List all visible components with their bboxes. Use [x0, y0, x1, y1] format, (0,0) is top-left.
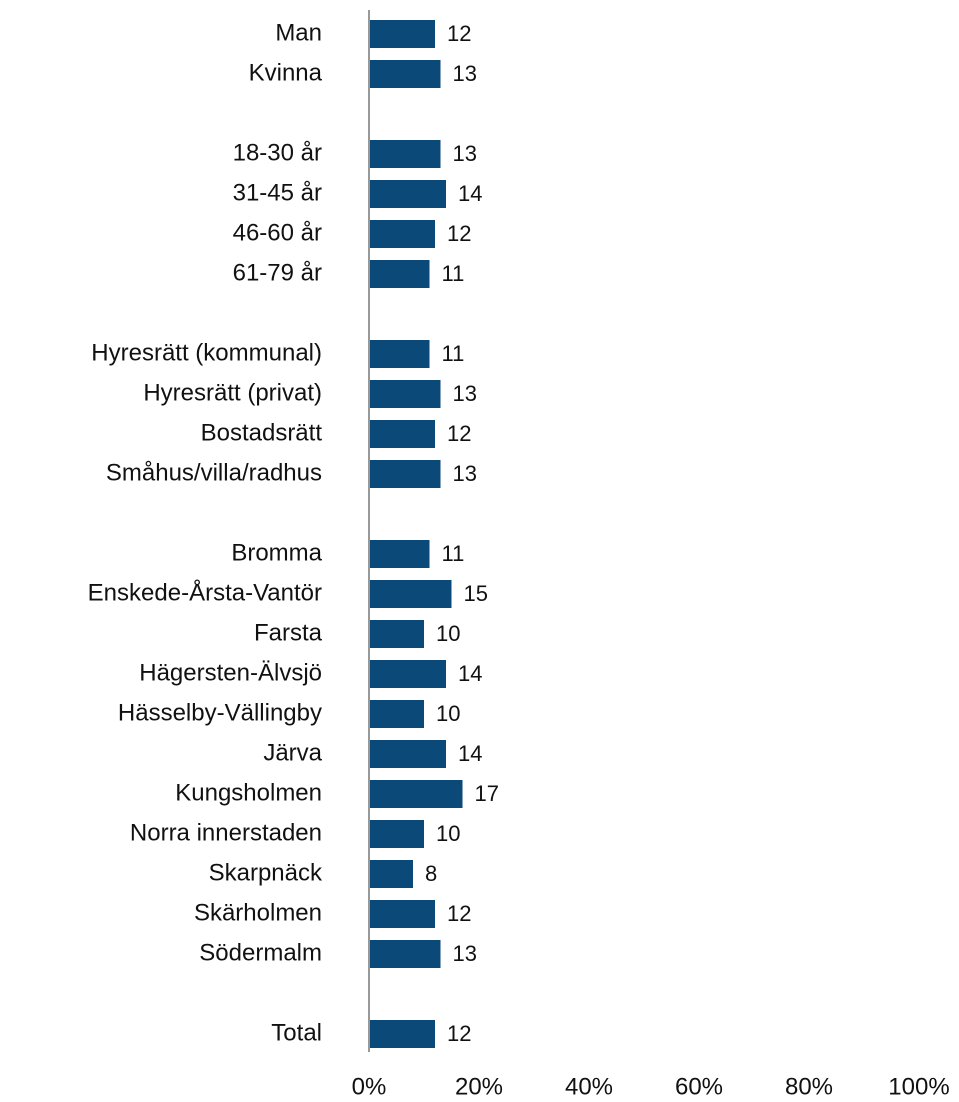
bar: [369, 660, 446, 688]
value-label: 11: [442, 261, 465, 286]
value-label: 11: [442, 341, 465, 366]
bar: [369, 220, 435, 248]
bar: [369, 1020, 435, 1048]
category-label: Hyresrätt (kommunal): [91, 339, 322, 366]
bar: [369, 380, 441, 408]
value-label: 11: [442, 541, 465, 566]
category-label: Hässelby-Vällingby: [118, 699, 322, 726]
category-label: 18-30 år: [233, 139, 322, 166]
bar: [369, 860, 413, 888]
value-label: 13: [453, 381, 477, 406]
value-label: 12: [447, 421, 471, 446]
bar: [369, 700, 424, 728]
value-label: 13: [453, 461, 477, 486]
x-tick-label: 0%: [352, 1073, 387, 1100]
bar: [369, 420, 435, 448]
category-label: 31-45 år: [233, 179, 322, 206]
category-label: Enskede-Årsta-Vantör: [88, 578, 322, 606]
category-label: Hägersten-Älvsjö: [139, 659, 322, 686]
bar: [369, 940, 441, 968]
category-label: 46-60 år: [233, 219, 322, 246]
value-label: 17: [475, 781, 499, 806]
bar: [369, 620, 424, 648]
value-label: 12: [447, 221, 471, 246]
category-label: Norra innerstaden: [130, 819, 322, 846]
value-label: 13: [453, 141, 477, 166]
category-label: Järva: [263, 739, 322, 766]
bar: [369, 580, 452, 608]
category-label: Total: [271, 1019, 322, 1046]
bar: [369, 820, 424, 848]
bar: [369, 900, 435, 928]
x-tick-label: 60%: [675, 1073, 723, 1100]
value-label: 10: [436, 821, 460, 846]
category-label: Bromma: [231, 539, 322, 566]
bar: [369, 180, 446, 208]
bar: [369, 780, 463, 808]
value-label: 15: [464, 581, 488, 606]
category-label: Farsta: [254, 619, 323, 646]
bar: [369, 460, 441, 488]
category-label: Kvinna: [249, 59, 323, 86]
value-label: 10: [436, 621, 460, 646]
category-label: 61-79 år: [233, 259, 322, 286]
category-label: Hyresrätt (privat): [143, 379, 322, 406]
value-label: 14: [458, 741, 482, 766]
x-tick-label: 20%: [455, 1073, 503, 1100]
x-tick-label: 80%: [785, 1073, 833, 1100]
bar: [369, 60, 441, 88]
category-label: Man: [275, 19, 322, 46]
bar: [369, 340, 430, 368]
bar: [369, 20, 435, 48]
value-label: 12: [447, 21, 471, 46]
category-label: Skärholmen: [194, 899, 322, 926]
value-label: 12: [447, 901, 471, 926]
value-label: 13: [453, 941, 477, 966]
bar: [369, 140, 441, 168]
value-label: 10: [436, 701, 460, 726]
value-label: 8: [425, 861, 437, 886]
value-label: 13: [453, 61, 477, 86]
value-label: 12: [447, 1021, 471, 1046]
category-label: Skarpnäck: [209, 859, 323, 886]
bar: [369, 260, 430, 288]
bar: [369, 740, 446, 768]
x-tick-label: 40%: [565, 1073, 613, 1100]
value-label: 14: [458, 661, 482, 686]
category-label: Södermalm: [199, 939, 322, 966]
category-label: Bostadsrätt: [201, 419, 323, 446]
value-label: 14: [458, 181, 482, 206]
category-label: Småhus/villa/radhus: [106, 459, 322, 486]
bar: [369, 540, 430, 568]
x-tick-label: 100%: [888, 1073, 949, 1100]
category-label: Kungsholmen: [175, 779, 322, 806]
